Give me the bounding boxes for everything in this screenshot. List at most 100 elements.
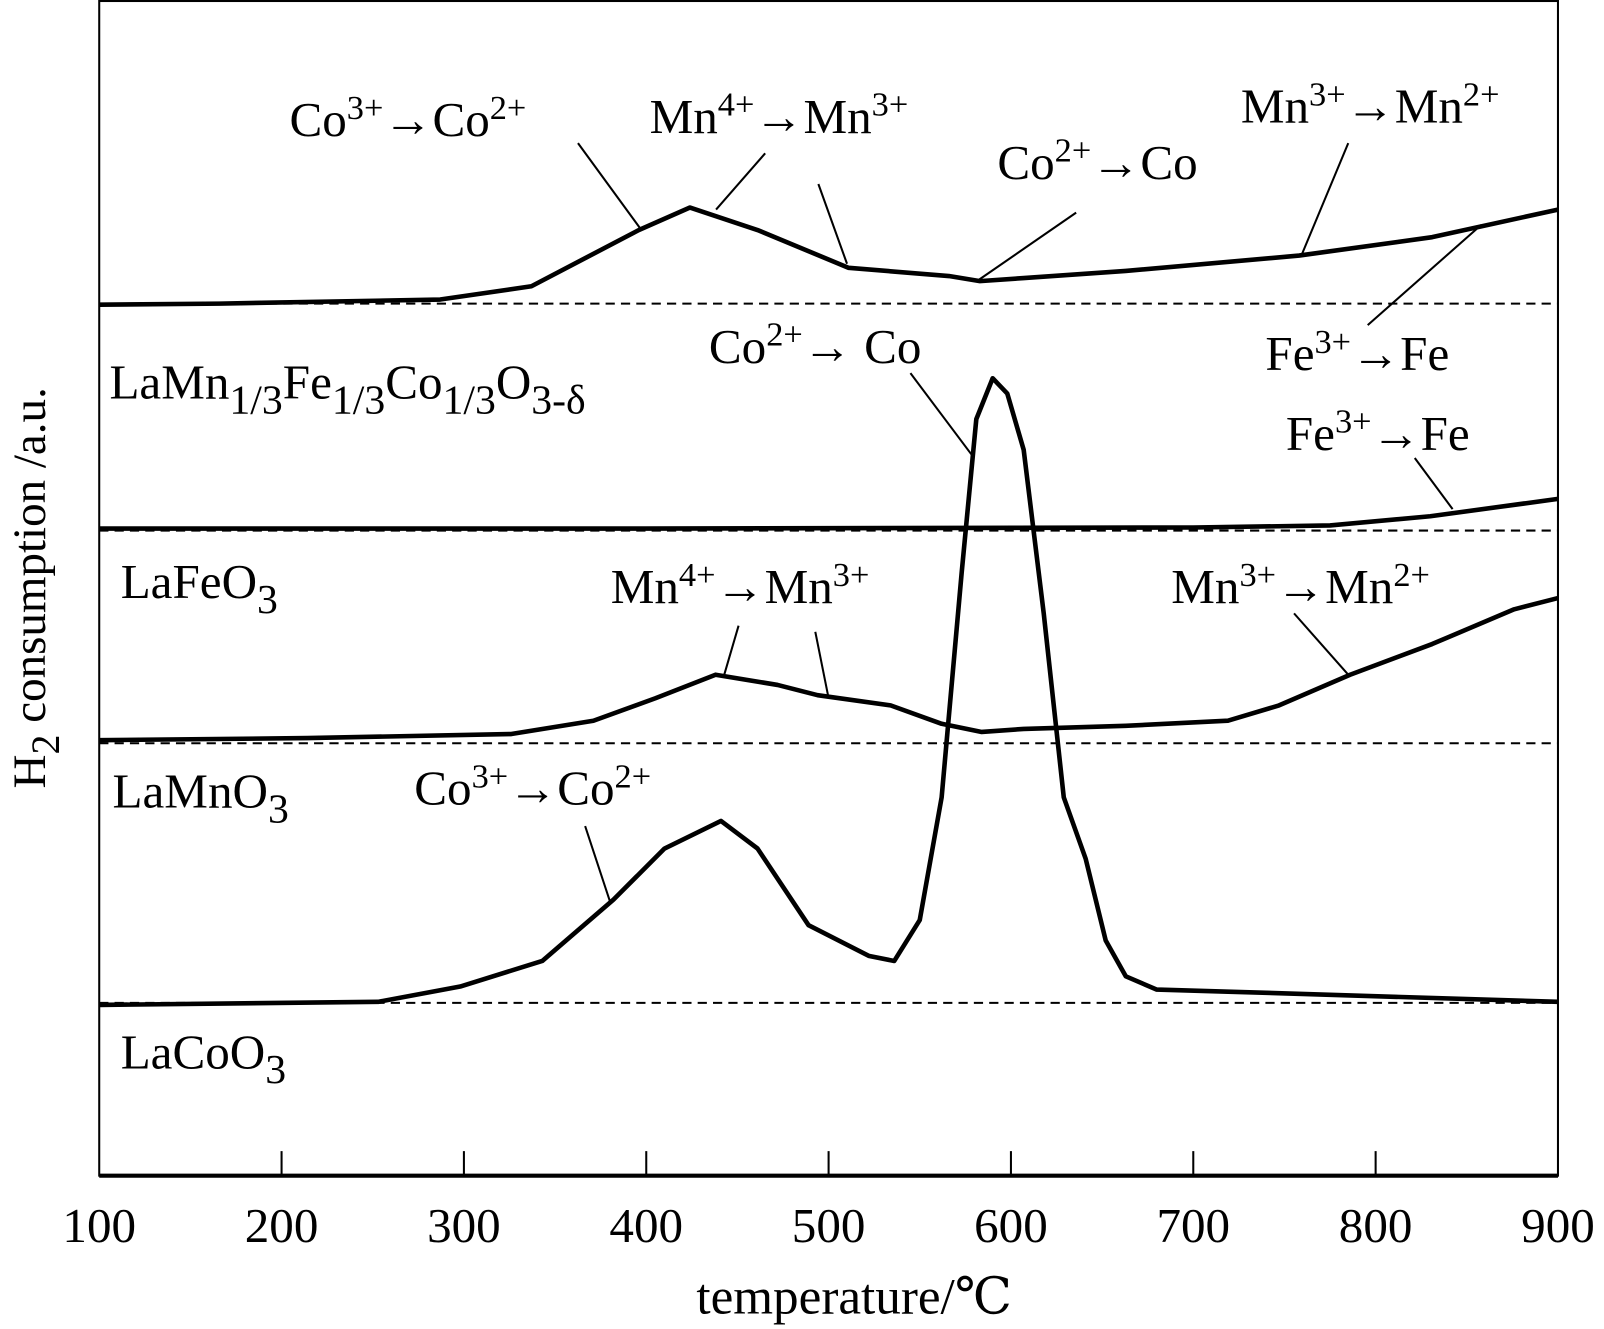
supscript-text: 2+ [490,89,527,127]
series-label: LaMnO3​ [113,764,289,833]
supscript-text: 2+ [1055,132,1092,170]
supscript-text: 4+ [679,556,716,594]
text-part: Co [289,92,346,147]
text-part: Co [432,92,489,147]
x-tick-label: 600 [974,1198,1048,1253]
y-axis-label: H2​ consumption /a.u. [4,387,68,788]
annotation-leader-line [814,631,830,699]
annotation-label: Fe3+​→Fe [1265,323,1449,381]
subscript-text: 3-δ [531,377,585,423]
x-tick-label: 900 [1521,1198,1595,1253]
text-part: Mn [650,89,718,144]
subscript-text: 3 [265,1047,286,1093]
x-tick-label: 300 [427,1198,501,1253]
series-label: LaCoO3​ [121,1024,286,1093]
supscript-text: 2+ [1463,76,1500,114]
supscript-text: 3+ [872,86,909,124]
annotation-label: Mn4+​→Mn3+​ [611,556,870,614]
supscript-text: 2+ [766,316,803,354]
supscript-text: 3+ [1335,403,1372,441]
annotation-label: Co3+​→Co2+​ [414,757,651,815]
text-part: Mn [1325,559,1393,614]
subscript-text: 1/3 [332,377,385,423]
supscript-text: 3+ [833,556,870,594]
text-part: Fe [283,355,332,410]
text-part: H [4,755,56,789]
text-part: Fe [1265,326,1314,381]
text-part: Co [1140,135,1197,190]
x-tick-label: 100 [62,1198,136,1253]
text-part: Co [414,761,471,816]
supscript-text: 2+ [615,757,652,795]
supscript-text: 3+ [347,89,384,127]
text-part: Mn [765,559,833,614]
x-tick-label: 400 [609,1198,683,1253]
annotation-leader-line [723,625,740,676]
series-label: LaFeO3​ [121,554,278,623]
text-part: Co [709,319,766,374]
text-part: → [1346,79,1395,134]
subscript-text: 3 [257,577,278,623]
text-part: consumption /a.u. [4,387,56,734]
text-part: → [1091,135,1140,190]
text-part: Mn [803,89,871,144]
annotation-label: Mn4+​→Mn3+​ [650,86,909,144]
text-part: LaMn [109,355,229,410]
supscript-text: 2+ [1393,556,1430,594]
text-part: Co [385,355,442,410]
text-part: Mn [1241,79,1309,134]
annotation-leader-line [715,152,766,211]
x-axis-label: temperature/℃ [696,1269,1012,1326]
x-tick-label: 200 [245,1198,319,1253]
text-part: → [508,761,557,816]
subscript-text: 3 [268,786,289,832]
subscript-text: 2 [23,735,68,755]
text-part: LaMnO [113,764,268,819]
text-part: Fe [1421,406,1470,461]
text-part: → [1351,326,1400,381]
text-part: Co [864,319,921,374]
annotation-label: Mn3+​→Mn2+​ [1241,76,1500,134]
series-label: LaMn1/3​Fe1/3​Co1/3​O3-δ​ [109,355,585,424]
supscript-text: 3+ [1239,556,1276,594]
annotation-leader-line [1293,612,1350,676]
text-part: Mn [1171,559,1239,614]
annotation-leader-line [817,183,848,265]
text-part: Mn [611,559,679,614]
annotation-label: Fe3+​→Fe [1286,403,1470,461]
annotation-leader-line [1413,457,1454,510]
text-part: → [803,319,864,374]
text-part: O [496,355,531,410]
text-part: → [1372,406,1421,461]
supscript-text: 3+ [472,757,509,795]
text-part: → [715,559,764,614]
series-line [99,205,1559,307]
text-part: → [1276,559,1325,614]
annotation-label: Mn3+​→Mn2+​ [1171,556,1430,614]
subscript-text: 1/3 [229,377,282,423]
annotation-leader-line [976,211,1077,282]
text-part: Fe [1286,406,1335,461]
supscript-text: 4+ [718,86,755,124]
annotation-leader-line [1367,224,1482,326]
annotation-leader-line [584,825,612,905]
annotation-leader-line [577,142,643,231]
text-part: Co [557,761,614,816]
subscript-text: 1/3 [443,377,496,423]
text-part: → [754,89,803,144]
x-tick-label: 700 [1156,1198,1230,1253]
supscript-text: 3+ [1315,323,1352,361]
text-part: → [383,92,432,147]
x-tick-label: 800 [1339,1198,1413,1253]
x-tick-label: 500 [792,1198,866,1253]
annotation-label: Co2+​→Co [997,132,1197,190]
text-part: Mn [1395,79,1463,134]
series-line [99,496,1559,531]
annotation-label: Co3+​→Co2+​ [289,89,526,147]
annotation-leader-line [1301,142,1350,254]
text-part: Co [997,135,1054,190]
text-part: LaCoO [121,1024,266,1079]
text-part: Fe [1400,326,1449,381]
annotation-leader-line [909,372,973,456]
